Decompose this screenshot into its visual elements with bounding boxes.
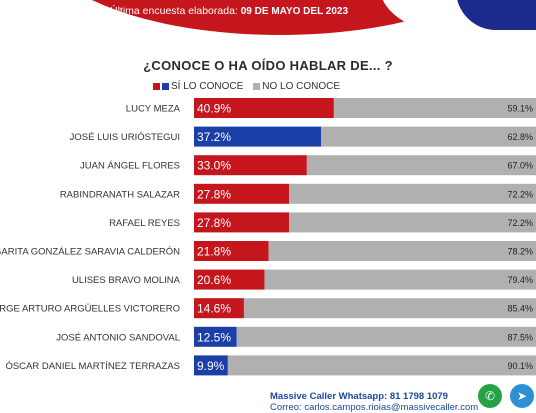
data-label-known: 37.2% (197, 130, 231, 144)
data-label-unknown: 87.5% (507, 332, 533, 342)
data-label-unknown: 67.0% (507, 161, 533, 171)
category-label: LUCY MEZA (126, 104, 181, 115)
data-label-unknown: 72.2% (507, 218, 533, 228)
chart-legend: SÍ LO CONOCE NO LO CONOCE (153, 81, 350, 92)
data-label-unknown: 59.1% (507, 104, 533, 114)
category-label: ULISES BRAVO MOLINA (72, 275, 181, 286)
bar-unknown (333, 98, 536, 118)
data-label-unknown: 72.2% (507, 189, 533, 199)
bar-unknown (227, 355, 536, 376)
whatsapp-icon[interactable]: ✆ (478, 384, 502, 408)
footer: Massive Caller Whatsapp: 81 1798 1079 Co… (270, 391, 478, 413)
bar-known (194, 155, 307, 176)
data-label-known: 27.8% (197, 187, 231, 201)
data-label-unknown: 85.4% (507, 304, 533, 314)
telegram-icon[interactable]: ➤ (510, 384, 534, 408)
data-label-known: 20.6% (197, 273, 231, 287)
data-label-known: 33.0% (197, 159, 231, 173)
bar-unknown (264, 269, 536, 290)
header-banner (0, 0, 536, 40)
bar-unknown (321, 126, 536, 147)
bar-known (194, 269, 265, 290)
footer-email-line: Correo: carlos.campos.rioias@massivecall… (270, 402, 479, 413)
data-label-known: 12.5% (197, 330, 231, 344)
bar-known (194, 212, 290, 233)
bar-unknown (236, 326, 536, 347)
category-label: RABINDRANATH SALAZAR (60, 189, 180, 200)
bar-known (194, 355, 228, 376)
bar-unknown (289, 183, 536, 204)
bar-known (194, 183, 290, 204)
legend-item-known: SÍ LO CONOCE (153, 81, 243, 92)
legend-label-known: SÍ LO CONOCE (171, 81, 244, 92)
footer-whatsapp-line: Massive Caller Whatsapp: 81 1798 1079 (270, 391, 448, 402)
banner-label: Última encuesta elaborada: (110, 5, 238, 17)
bar-unknown (289, 212, 536, 233)
data-label-known: 21.8% (197, 245, 231, 259)
bar-known (194, 298, 244, 319)
banner-date: 09 DE MAYO DEL 2023 (240, 6, 349, 17)
bar-known (194, 126, 322, 147)
category-label: ÓSCAR DANIEL MARTÍNEZ TERRAZAS (5, 361, 180, 372)
data-label-unknown: 78.2% (507, 247, 533, 257)
bar-unknown (268, 241, 536, 261)
category-label: RAFAEL REYES (109, 218, 180, 229)
legend-swatch-red (153, 83, 160, 90)
legend-label-unknown: NO LO CONOCE (262, 81, 341, 92)
bar-known (194, 326, 237, 347)
data-label-known: 9.9% (197, 359, 225, 373)
data-label-known: 14.6% (197, 302, 231, 316)
category-label: JOSÉ ANTONIO SANDOVAL (56, 332, 180, 343)
data-label-unknown: 79.4% (507, 275, 533, 285)
data-label-unknown: 90.1% (507, 361, 533, 371)
banner-text: Última encuesta elaborada: 09 DE MAYO DE… (110, 5, 348, 17)
chart-title: ¿CONOCE O HA OÍDO HABLAR DE... ? (143, 58, 393, 73)
data-label-known: 40.9% (197, 102, 231, 116)
legend-swatch-gray (253, 83, 261, 90)
bar-unknown (306, 155, 536, 176)
data-label-unknown: 62.8% (507, 132, 533, 142)
bar-known (194, 98, 334, 118)
category-label: JOSÉ LUIS URIÓSTEGUI (70, 132, 180, 143)
bar-unknown (243, 298, 536, 319)
bar-known (194, 241, 269, 261)
category-label: GARITA GONZÁLEZ SARAVIA CALDERÓN (0, 247, 180, 258)
legend-swatch-blue (162, 83, 169, 90)
data-label-known: 27.8% (197, 216, 231, 230)
category-label: JORGE ARTURO ARGÜELLES VICTORERO (0, 304, 180, 315)
legend-item-unknown: NO LO CONOCE (253, 81, 340, 92)
category-label: JUAN ÁNGEL FLORES (80, 161, 180, 172)
